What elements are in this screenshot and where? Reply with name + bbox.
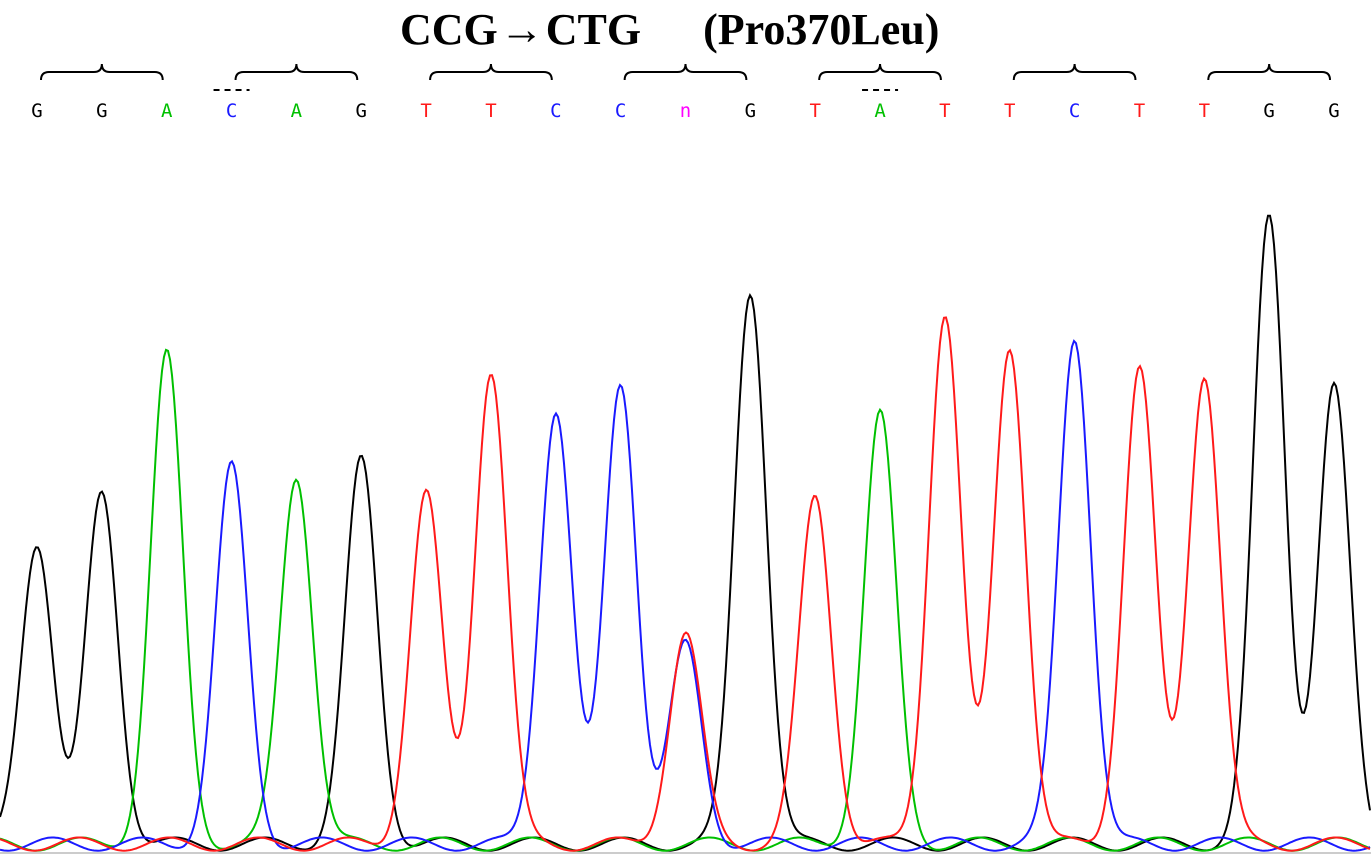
base-call-17: T	[1134, 100, 1145, 122]
base-call-12: T	[809, 100, 820, 122]
mutation-label: (Pro370Leu)	[703, 5, 940, 54]
base-call-16: C	[1069, 100, 1080, 122]
trace-C	[0, 339, 1371, 852]
base-call-4: A	[291, 100, 303, 122]
codon-brackets	[40, 63, 1331, 81]
base-call-10: n	[680, 100, 691, 122]
codon-bracket-5	[818, 63, 942, 81]
base-call-0: G	[31, 100, 42, 122]
base-call-7: T	[485, 100, 496, 122]
trace-A	[0, 348, 1371, 852]
codon-bracket-3	[429, 63, 553, 81]
base-call-18: T	[1199, 100, 1210, 122]
base-call-14: T	[939, 100, 950, 122]
base-call-2: A	[161, 100, 173, 122]
base-call-13: A	[874, 100, 886, 122]
mutation-title: CCG→CTG (Pro370Leu)	[400, 4, 939, 55]
base-call-15: T	[1004, 100, 1015, 122]
codon-bracket-7	[1207, 63, 1331, 81]
trace-T	[0, 316, 1371, 852]
base-call-19: G	[1263, 100, 1274, 122]
codon-bracket-6	[1012, 63, 1137, 81]
base-call-9: C	[615, 100, 626, 122]
base-call-1: G	[96, 100, 107, 122]
base-call-11: G	[745, 100, 756, 122]
base-call-8: C	[550, 100, 561, 122]
codon-to: CTG	[545, 5, 642, 54]
codon-bracket-2	[234, 63, 359, 81]
base-call-20: G	[1328, 100, 1339, 122]
arrow-icon: →	[499, 5, 544, 54]
base-call-6: T	[420, 100, 431, 122]
base-call-3: C	[226, 100, 237, 122]
base-call-5: G	[356, 100, 367, 122]
trace-G	[0, 214, 1371, 852]
codon-from: CCG	[400, 5, 498, 54]
codon-bracket-4	[623, 63, 748, 81]
codon-bracket-1	[40, 63, 164, 81]
